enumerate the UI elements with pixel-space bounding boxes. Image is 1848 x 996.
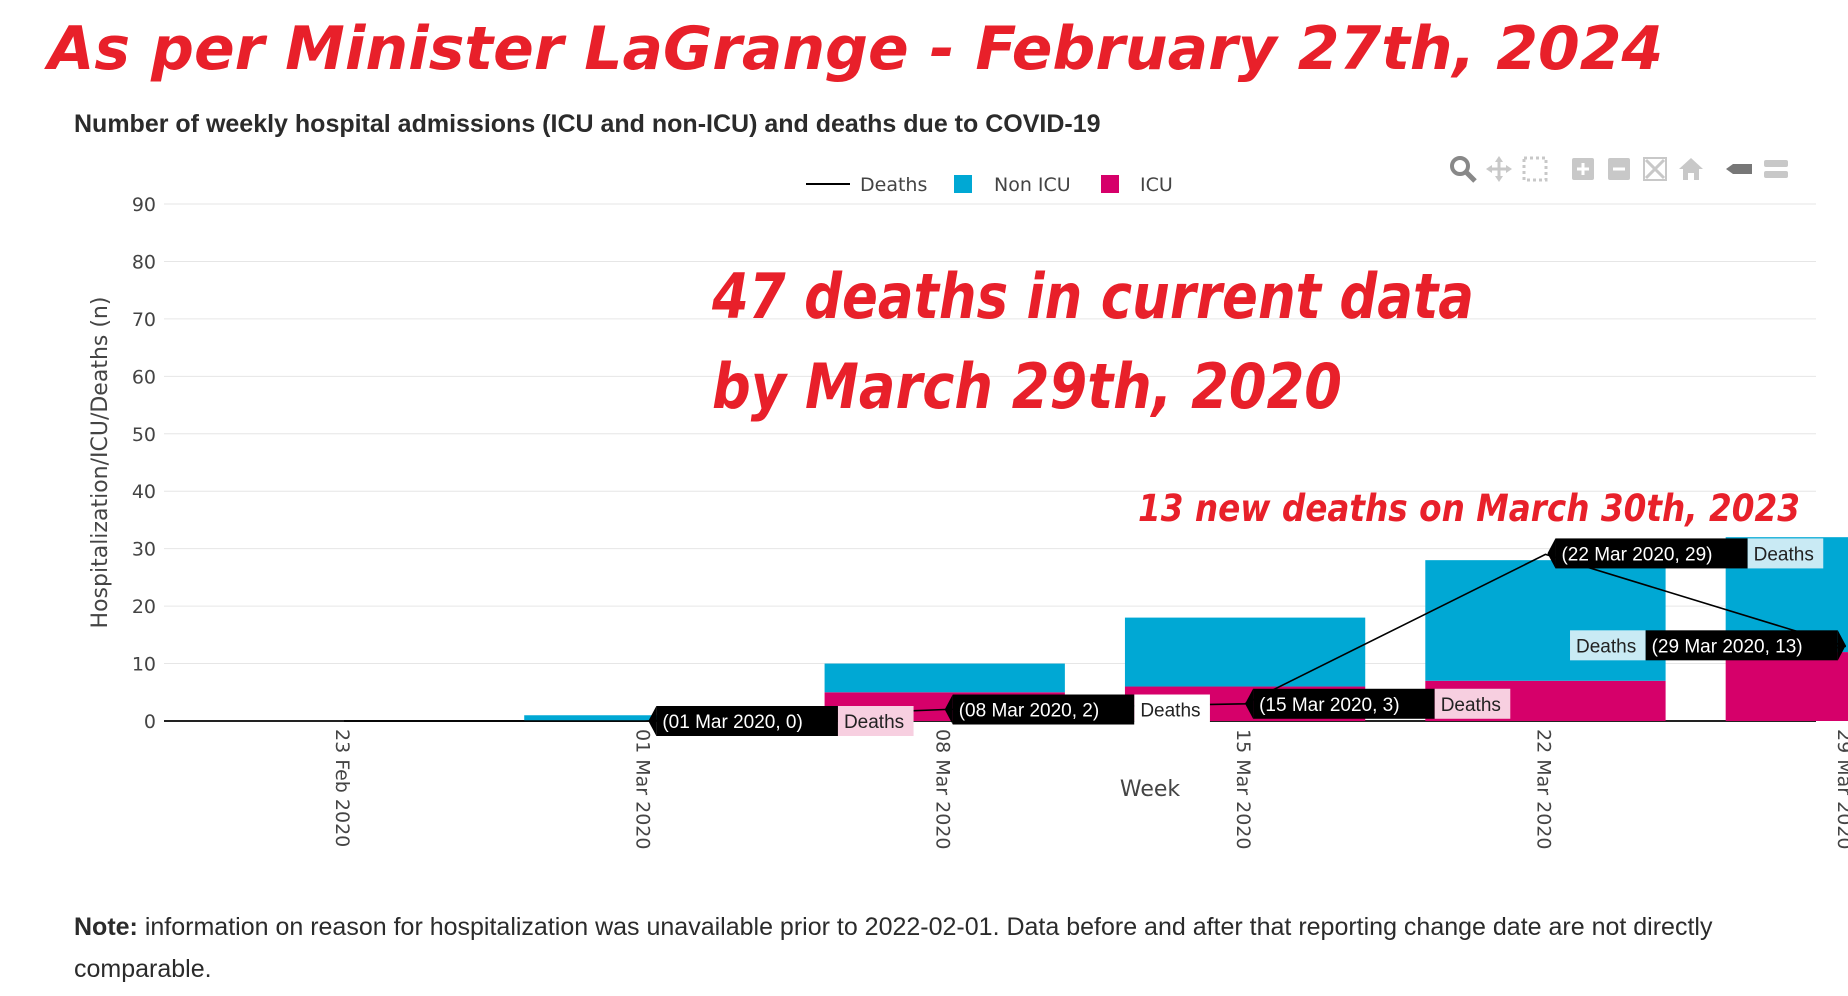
hover-pointer [944,694,953,725]
y-tick-label: 90 [132,194,156,216]
zoom-icon[interactable] [1448,154,1478,184]
box-select-icon[interactable] [1520,154,1550,184]
zoom-out-icon[interactable] [1604,154,1634,184]
bar-icu [1725,652,1848,721]
autoscale-icon[interactable] [1640,154,1670,184]
hover-compare-icon[interactable] [1760,154,1790,184]
x-tick-label: 22 Mar 2020 [1532,729,1554,849]
legend-label-deaths: Deaths [860,174,927,196]
pan-icon[interactable] [1484,154,1514,184]
y-tick-label: 40 [132,481,156,503]
hover-point-box [1555,538,1748,569]
note-label: Note: [74,913,138,941]
hover-pointer [1837,630,1846,661]
zoom-in-icon[interactable] [1568,154,1598,184]
hover-series-box [1134,694,1210,725]
y-tick-label: 50 [132,424,156,446]
x-tick-label: 23 Feb 2020 [331,729,353,847]
y-tick-label: 70 [132,309,156,331]
deaths-line [344,553,1847,722]
hover-point-text: (08 Mar 2020, 2) [959,701,1099,722]
hover-series-text: Deaths [844,712,904,733]
annotation-line-2: by March 29th, 2020 [712,350,1342,423]
bar-non-icu [824,663,1065,693]
x-tick-label: 01 Mar 2020 [631,729,653,849]
hover-series-text: Deaths [1576,636,1636,657]
hover-series-box [1570,630,1646,661]
legend-swatch-non-icu [954,175,972,193]
hover-series-box [837,706,914,736]
bar-non-icu [1425,560,1666,681]
x-tick-label: 08 Mar 2020 [932,729,954,849]
hover-point-box [952,694,1135,725]
bar-non-icu [524,715,765,721]
legend-label-icu: ICU [1140,174,1173,196]
hover-point-box [656,706,838,736]
headline: As per Minister LaGrange - February 27th… [48,14,1664,84]
hover-pointer [1547,538,1556,569]
y-tick-label: 60 [132,366,156,388]
x-tick-label: 29 Mar 2020 [1833,729,1848,849]
hover-series-text: Deaths [1754,544,1814,565]
legend-label-non-icu: Non ICU [994,174,1071,196]
hover-series-box [1434,688,1511,719]
annotation-line-1: 47 deaths in current data [711,260,1474,333]
hover-pointer [648,706,657,736]
y-tick-label: 30 [132,539,156,561]
chart-toolbar [1448,154,1808,188]
hover-point-text: (01 Mar 2020, 0) [662,712,802,733]
hover-series-box [1747,538,1824,569]
x-axis-label: Week [1120,777,1181,802]
hover-point-box [1253,688,1435,719]
bar-non-icu [1124,617,1366,687]
hover-point-text: (15 Mar 2020, 3) [1259,695,1399,716]
legend-swatch-icu [1101,175,1119,193]
hover-point-text: (29 Mar 2020, 13) [1652,636,1803,657]
x-tick-label: 15 Mar 2020 [1232,729,1254,849]
y-tick-label: 80 [132,251,156,273]
hover-point-text: (22 Mar 2020, 29) [1561,544,1712,565]
chart-title: Number of weekly hospital admissions (IC… [74,110,1101,138]
chart: 0 10 20 30 40 50 60 70 80 90 Hospitalization/ICU/D… [88,174,1848,849]
hover-pointer [1245,688,1254,719]
reset-axes-icon[interactable] [1676,154,1706,184]
hover-point-box [1645,630,1838,661]
annotation-small: 13 new deaths on March 30th, 2023 [1138,487,1800,530]
note: Note: information on reason for hospital… [74,906,1774,990]
y-tick-label: 10 [132,654,156,676]
y-tick-label: 0 [144,711,156,733]
y-tick-label: 20 [132,596,156,618]
y-axis-label: Hospitalization/ICU/Deaths (n) [88,297,113,629]
note-text: information on reason for hospitalizatio… [74,913,1713,983]
hover-series-text: Deaths [1140,701,1200,722]
hover-series-text: Deaths [1441,695,1501,716]
hover-closest-icon[interactable] [1724,154,1754,184]
